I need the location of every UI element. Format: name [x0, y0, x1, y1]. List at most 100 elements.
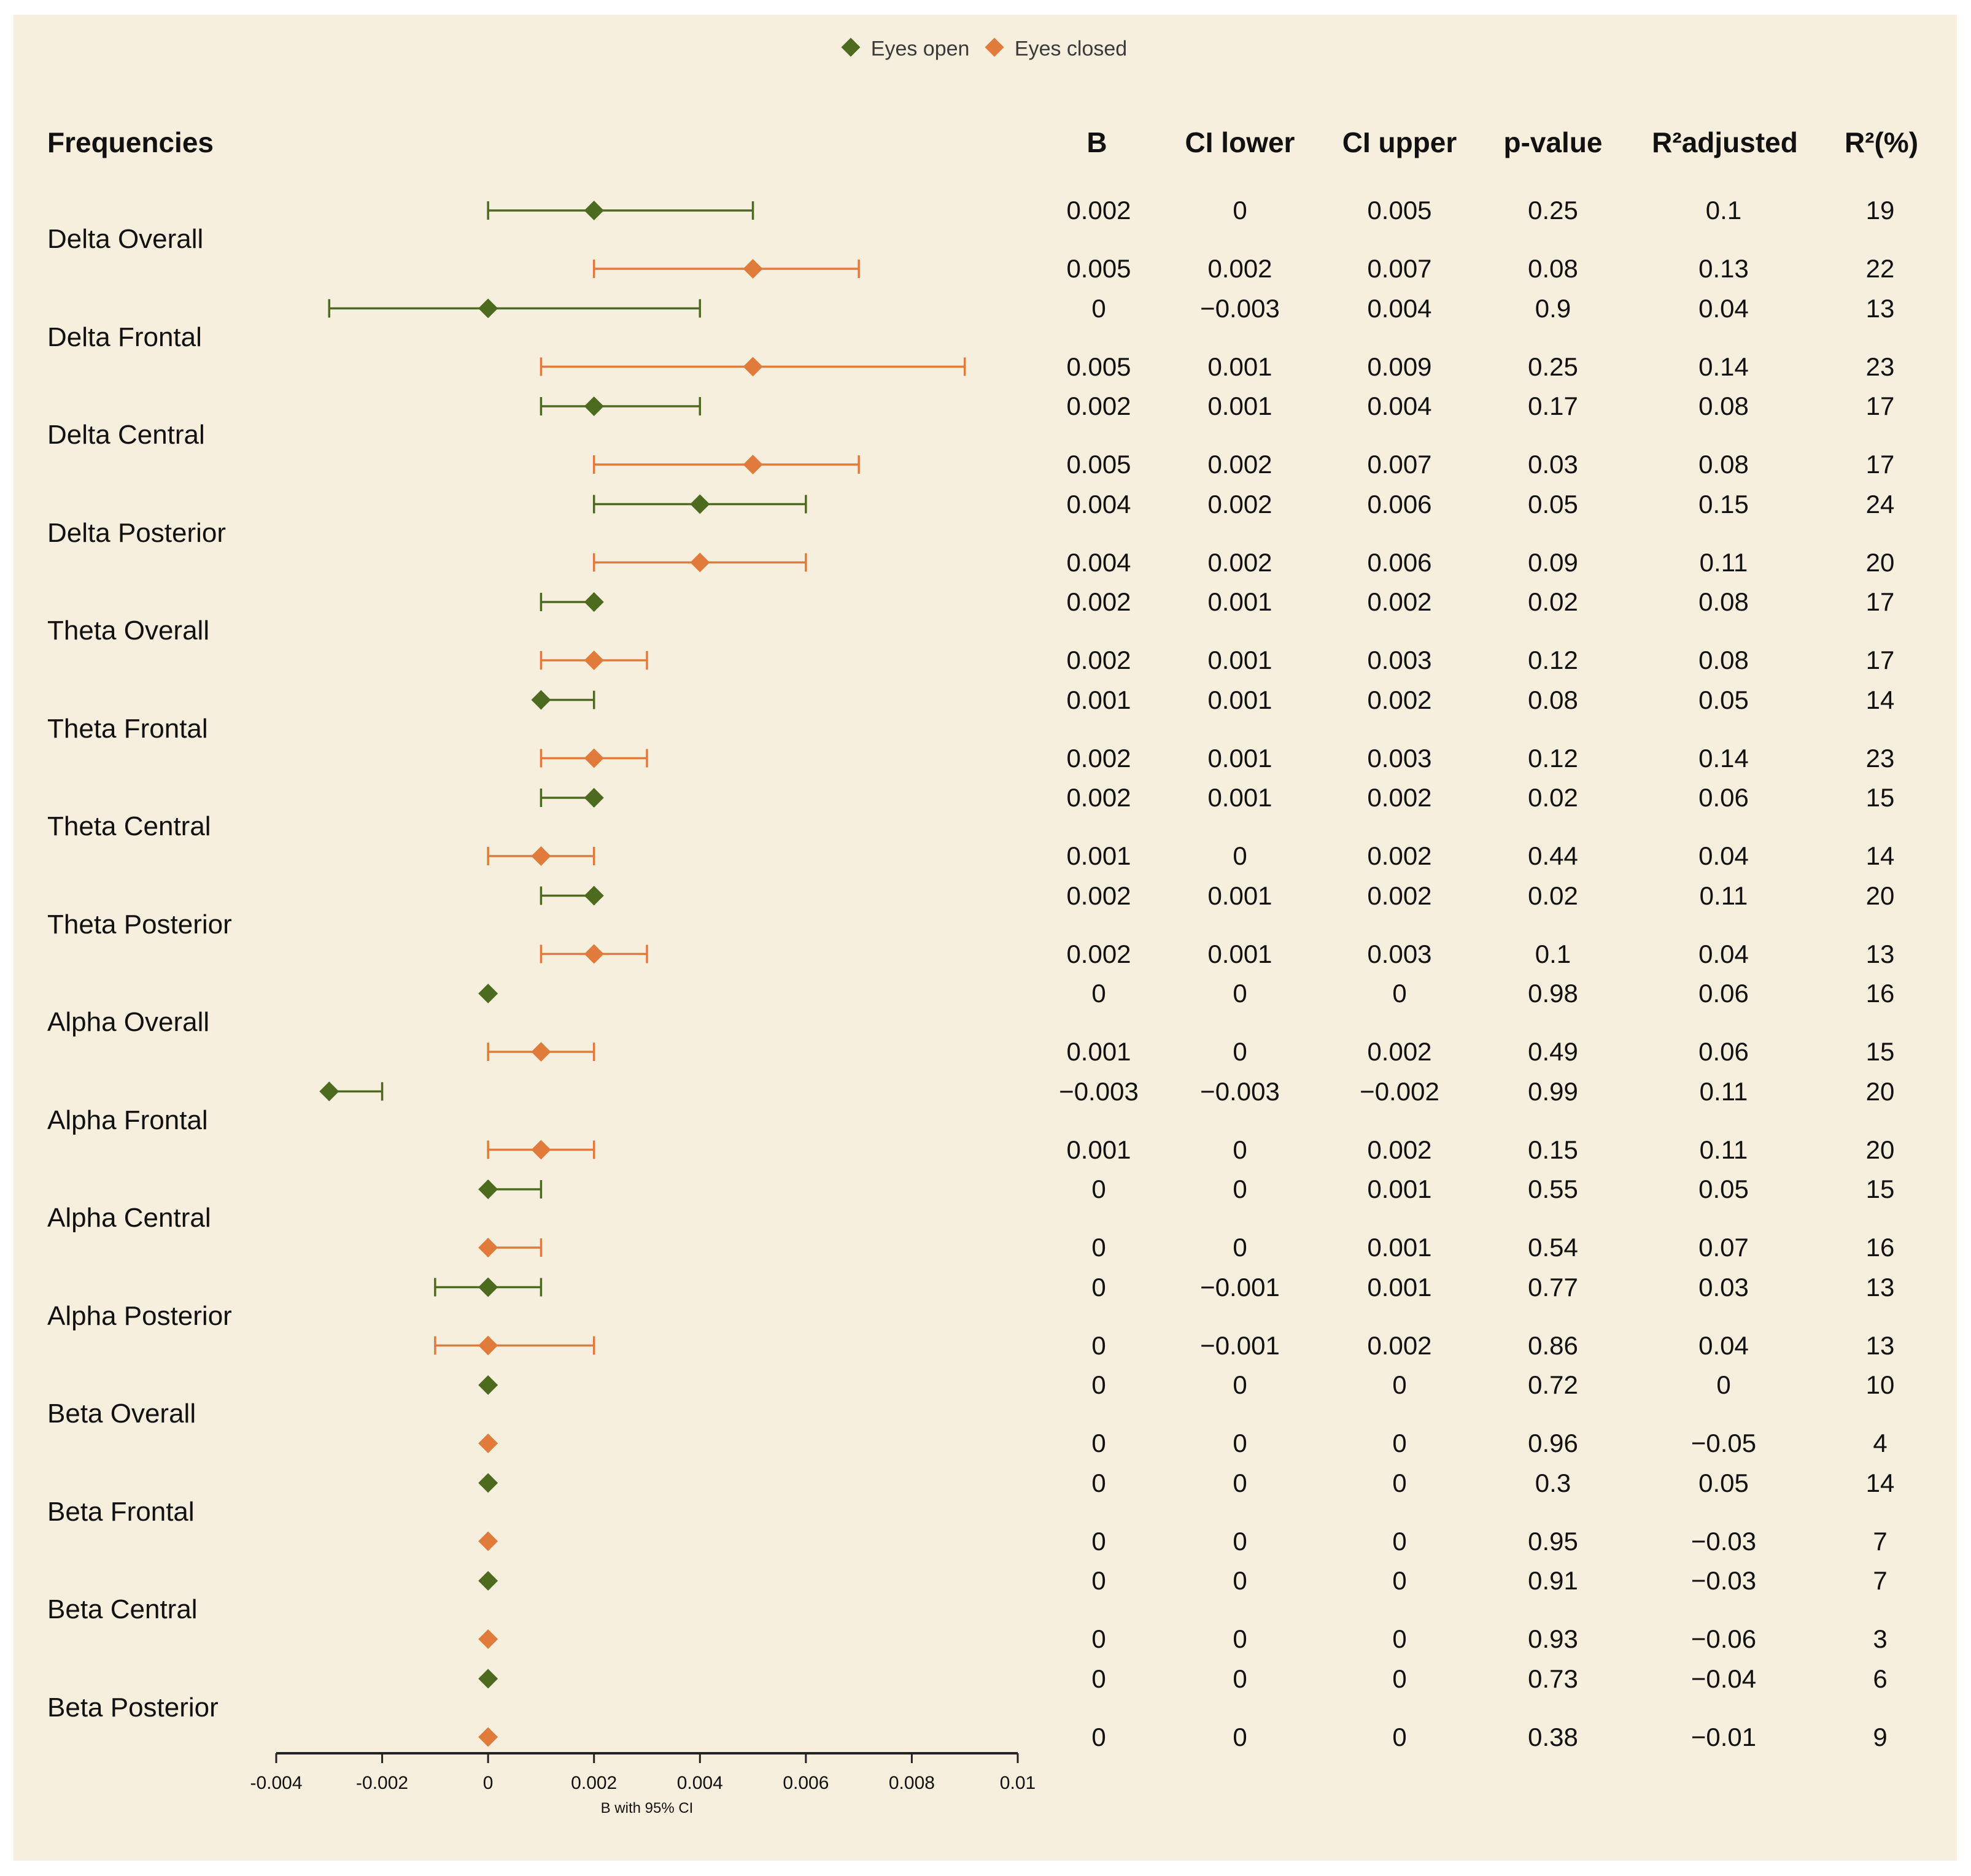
- header-p-value: p-value: [1503, 126, 1603, 158]
- estimate-marker-eyes-open: [478, 1669, 498, 1689]
- estimate-marker-eyes-closed: [478, 1434, 498, 1453]
- cell-p-value-eyes-closed: 0.49: [1528, 1037, 1578, 1066]
- cell-p-value-eyes-closed: 0.25: [1528, 352, 1578, 381]
- estimate-marker-eyes-closed: [584, 650, 604, 670]
- estimate-marker-eyes-open: [478, 1179, 498, 1199]
- cell-ci-upper-eyes-open: 0.002: [1367, 685, 1432, 714]
- row-label-alpha-posterior: Alpha Posterior: [47, 1300, 232, 1331]
- cell-ci-lower-eyes-open: 0: [1233, 1664, 1247, 1693]
- cell-b-eyes-open: 0: [1091, 1664, 1106, 1693]
- cell-r2-adjusted-eyes-open: 0.05: [1698, 685, 1749, 714]
- cell-ci-lower-eyes-open: 0.002: [1207, 489, 1272, 519]
- cell-r2-adjusted-eyes-open: 0.05: [1698, 1468, 1749, 1497]
- cell-b-eyes-closed: 0.005: [1066, 450, 1131, 479]
- header-r2-adjusted: R²adjusted: [1652, 126, 1798, 158]
- cell-r2-pct-eyes-open: 6: [1873, 1664, 1888, 1693]
- estimate-marker-eyes-closed: [743, 357, 763, 377]
- cell-b-eyes-open: 0.002: [1066, 196, 1131, 225]
- row-label-beta-overall: Beta Overall: [47, 1399, 196, 1429]
- cell-b-eyes-open: 0.001: [1066, 685, 1131, 714]
- cell-r2-pct-eyes-closed: 22: [1865, 254, 1895, 283]
- cell-b-eyes-open: 0.002: [1066, 881, 1131, 910]
- legend-item-eyes-closed: Eyes closed: [985, 36, 1127, 61]
- cell-r2-adjusted-eyes-open: −0.03: [1690, 1566, 1757, 1595]
- estimate-marker-eyes-open: [690, 494, 710, 514]
- cell-r2-adjusted-eyes-closed: 0.08: [1698, 646, 1749, 674]
- row-label-delta-posterior: Delta Posterior: [47, 517, 227, 548]
- cell-p-value-eyes-open: 0.02: [1528, 783, 1578, 812]
- cell-b-eyes-closed: 0.002: [1066, 939, 1131, 968]
- cell-r2-adjusted-eyes-open: 0.11: [1699, 1076, 1748, 1106]
- estimate-marker-eyes-open: [584, 396, 604, 416]
- cell-b-eyes-closed: 0: [1091, 1722, 1106, 1751]
- cell-b-eyes-open: 0: [1091, 979, 1106, 1008]
- cell-r2-adjusted-eyes-open: 0.06: [1698, 979, 1749, 1008]
- cell-r2-adjusted-eyes-closed: 0.07: [1698, 1233, 1749, 1262]
- cell-r2-pct-eyes-open: 24: [1865, 489, 1895, 519]
- cell-r2-pct-eyes-open: 14: [1865, 685, 1895, 714]
- x-tick-label: 0.002: [571, 1773, 617, 1793]
- cell-b-eyes-closed: 0.002: [1066, 646, 1131, 674]
- cell-ci-lower-eyes-open: −0.001: [1200, 1272, 1280, 1302]
- cell-r2-adjusted-eyes-closed: 0.04: [1698, 841, 1749, 870]
- cell-b-eyes-open: 0.002: [1066, 587, 1131, 616]
- cell-p-value-eyes-closed: 0.95: [1528, 1526, 1578, 1556]
- header-b: B: [1086, 126, 1107, 158]
- cell-b-eyes-closed: 0.001: [1066, 841, 1131, 870]
- cell-ci-upper-eyes-closed: 0: [1392, 1526, 1407, 1556]
- cell-r2-adjusted-eyes-closed: 0.13: [1698, 254, 1749, 283]
- estimate-marker-eyes-open: [478, 1375, 498, 1395]
- cell-r2-pct-eyes-open: 7: [1873, 1566, 1888, 1595]
- cell-ci-upper-eyes-open: 0: [1392, 1370, 1407, 1399]
- cell-ci-lower-eyes-closed: 0.001: [1207, 743, 1272, 773]
- cell-p-value-eyes-open: 0.72: [1528, 1370, 1578, 1399]
- row-label-theta-central: Theta Central: [47, 811, 211, 841]
- cell-ci-lower-eyes-closed: 0: [1233, 1429, 1247, 1457]
- cell-b-eyes-closed: 0: [1091, 1429, 1106, 1457]
- cell-ci-lower-eyes-closed: 0: [1233, 1135, 1247, 1164]
- cell-p-value-eyes-closed: 0.1: [1535, 939, 1571, 968]
- cell-p-value-eyes-closed: 0.03: [1528, 450, 1578, 479]
- cell-r2-pct-eyes-closed: 20: [1865, 547, 1895, 577]
- cell-b-eyes-open: 0: [1091, 1272, 1106, 1302]
- cell-r2-adjusted-eyes-closed: 0.04: [1698, 939, 1749, 968]
- cell-r2-pct-eyes-open: 15: [1865, 783, 1895, 812]
- cell-r2-pct-eyes-open: 19: [1865, 196, 1895, 225]
- row-label-theta-posterior: Theta Posterior: [47, 909, 232, 940]
- cell-p-value-eyes-closed: 0.93: [1528, 1624, 1578, 1653]
- estimate-marker-eyes-closed: [478, 1335, 498, 1356]
- cell-r2-adjusted-eyes-open: −0.04: [1690, 1664, 1757, 1693]
- cell-p-value-eyes-open: 0.08: [1528, 685, 1578, 714]
- estimate-marker-eyes-open: [478, 984, 498, 1003]
- cell-ci-lower-eyes-closed: 0.001: [1207, 646, 1272, 674]
- cell-ci-upper-eyes-closed: 0: [1392, 1624, 1407, 1653]
- cell-r2-adjusted-eyes-open: 0.08: [1698, 392, 1749, 420]
- cell-r2-adjusted-eyes-open: 0.15: [1698, 489, 1749, 519]
- cell-r2-pct-eyes-closed: 3: [1873, 1624, 1888, 1653]
- x-tick-label: -0.002: [356, 1773, 408, 1793]
- cell-b-eyes-closed: 0: [1091, 1526, 1106, 1556]
- estimate-marker-eyes-closed: [690, 552, 710, 573]
- cell-r2-pct-eyes-closed: 15: [1865, 1037, 1895, 1066]
- cell-r2-adjusted-eyes-open: 0.04: [1698, 293, 1749, 323]
- cell-r2-pct-eyes-closed: 20: [1865, 1135, 1895, 1164]
- cell-ci-upper-eyes-closed: 0.003: [1367, 743, 1432, 773]
- estimate-marker-eyes-open: [584, 886, 604, 906]
- cell-b-eyes-closed: 0.001: [1066, 1135, 1131, 1164]
- cell-ci-upper-eyes-closed: 0.002: [1367, 1037, 1432, 1066]
- cell-ci-upper-eyes-closed: 0.001: [1367, 1233, 1432, 1262]
- cell-p-value-eyes-closed: 0.15: [1528, 1135, 1578, 1164]
- cell-r2-pct-eyes-closed: 16: [1865, 1233, 1895, 1262]
- cell-r2-pct-eyes-closed: 7: [1873, 1526, 1888, 1556]
- row-label-beta-central: Beta Central: [47, 1594, 198, 1624]
- estimate-marker-eyes-open: [319, 1081, 339, 1102]
- cell-p-value-eyes-closed: 0.96: [1528, 1429, 1578, 1457]
- cell-r2-adjusted-eyes-closed: 0.06: [1698, 1037, 1749, 1066]
- cell-ci-lower-eyes-closed: 0: [1233, 1037, 1247, 1066]
- cell-ci-lower-eyes-closed: 0.001: [1207, 352, 1272, 381]
- cell-ci-upper-eyes-closed: 0.003: [1367, 939, 1432, 968]
- cell-ci-upper-eyes-open: 0.006: [1367, 489, 1432, 519]
- cell-p-value-eyes-open: 0.02: [1528, 881, 1578, 910]
- cell-p-value-eyes-open: 0.99: [1528, 1076, 1578, 1106]
- cell-ci-upper-eyes-open: 0: [1392, 1468, 1407, 1497]
